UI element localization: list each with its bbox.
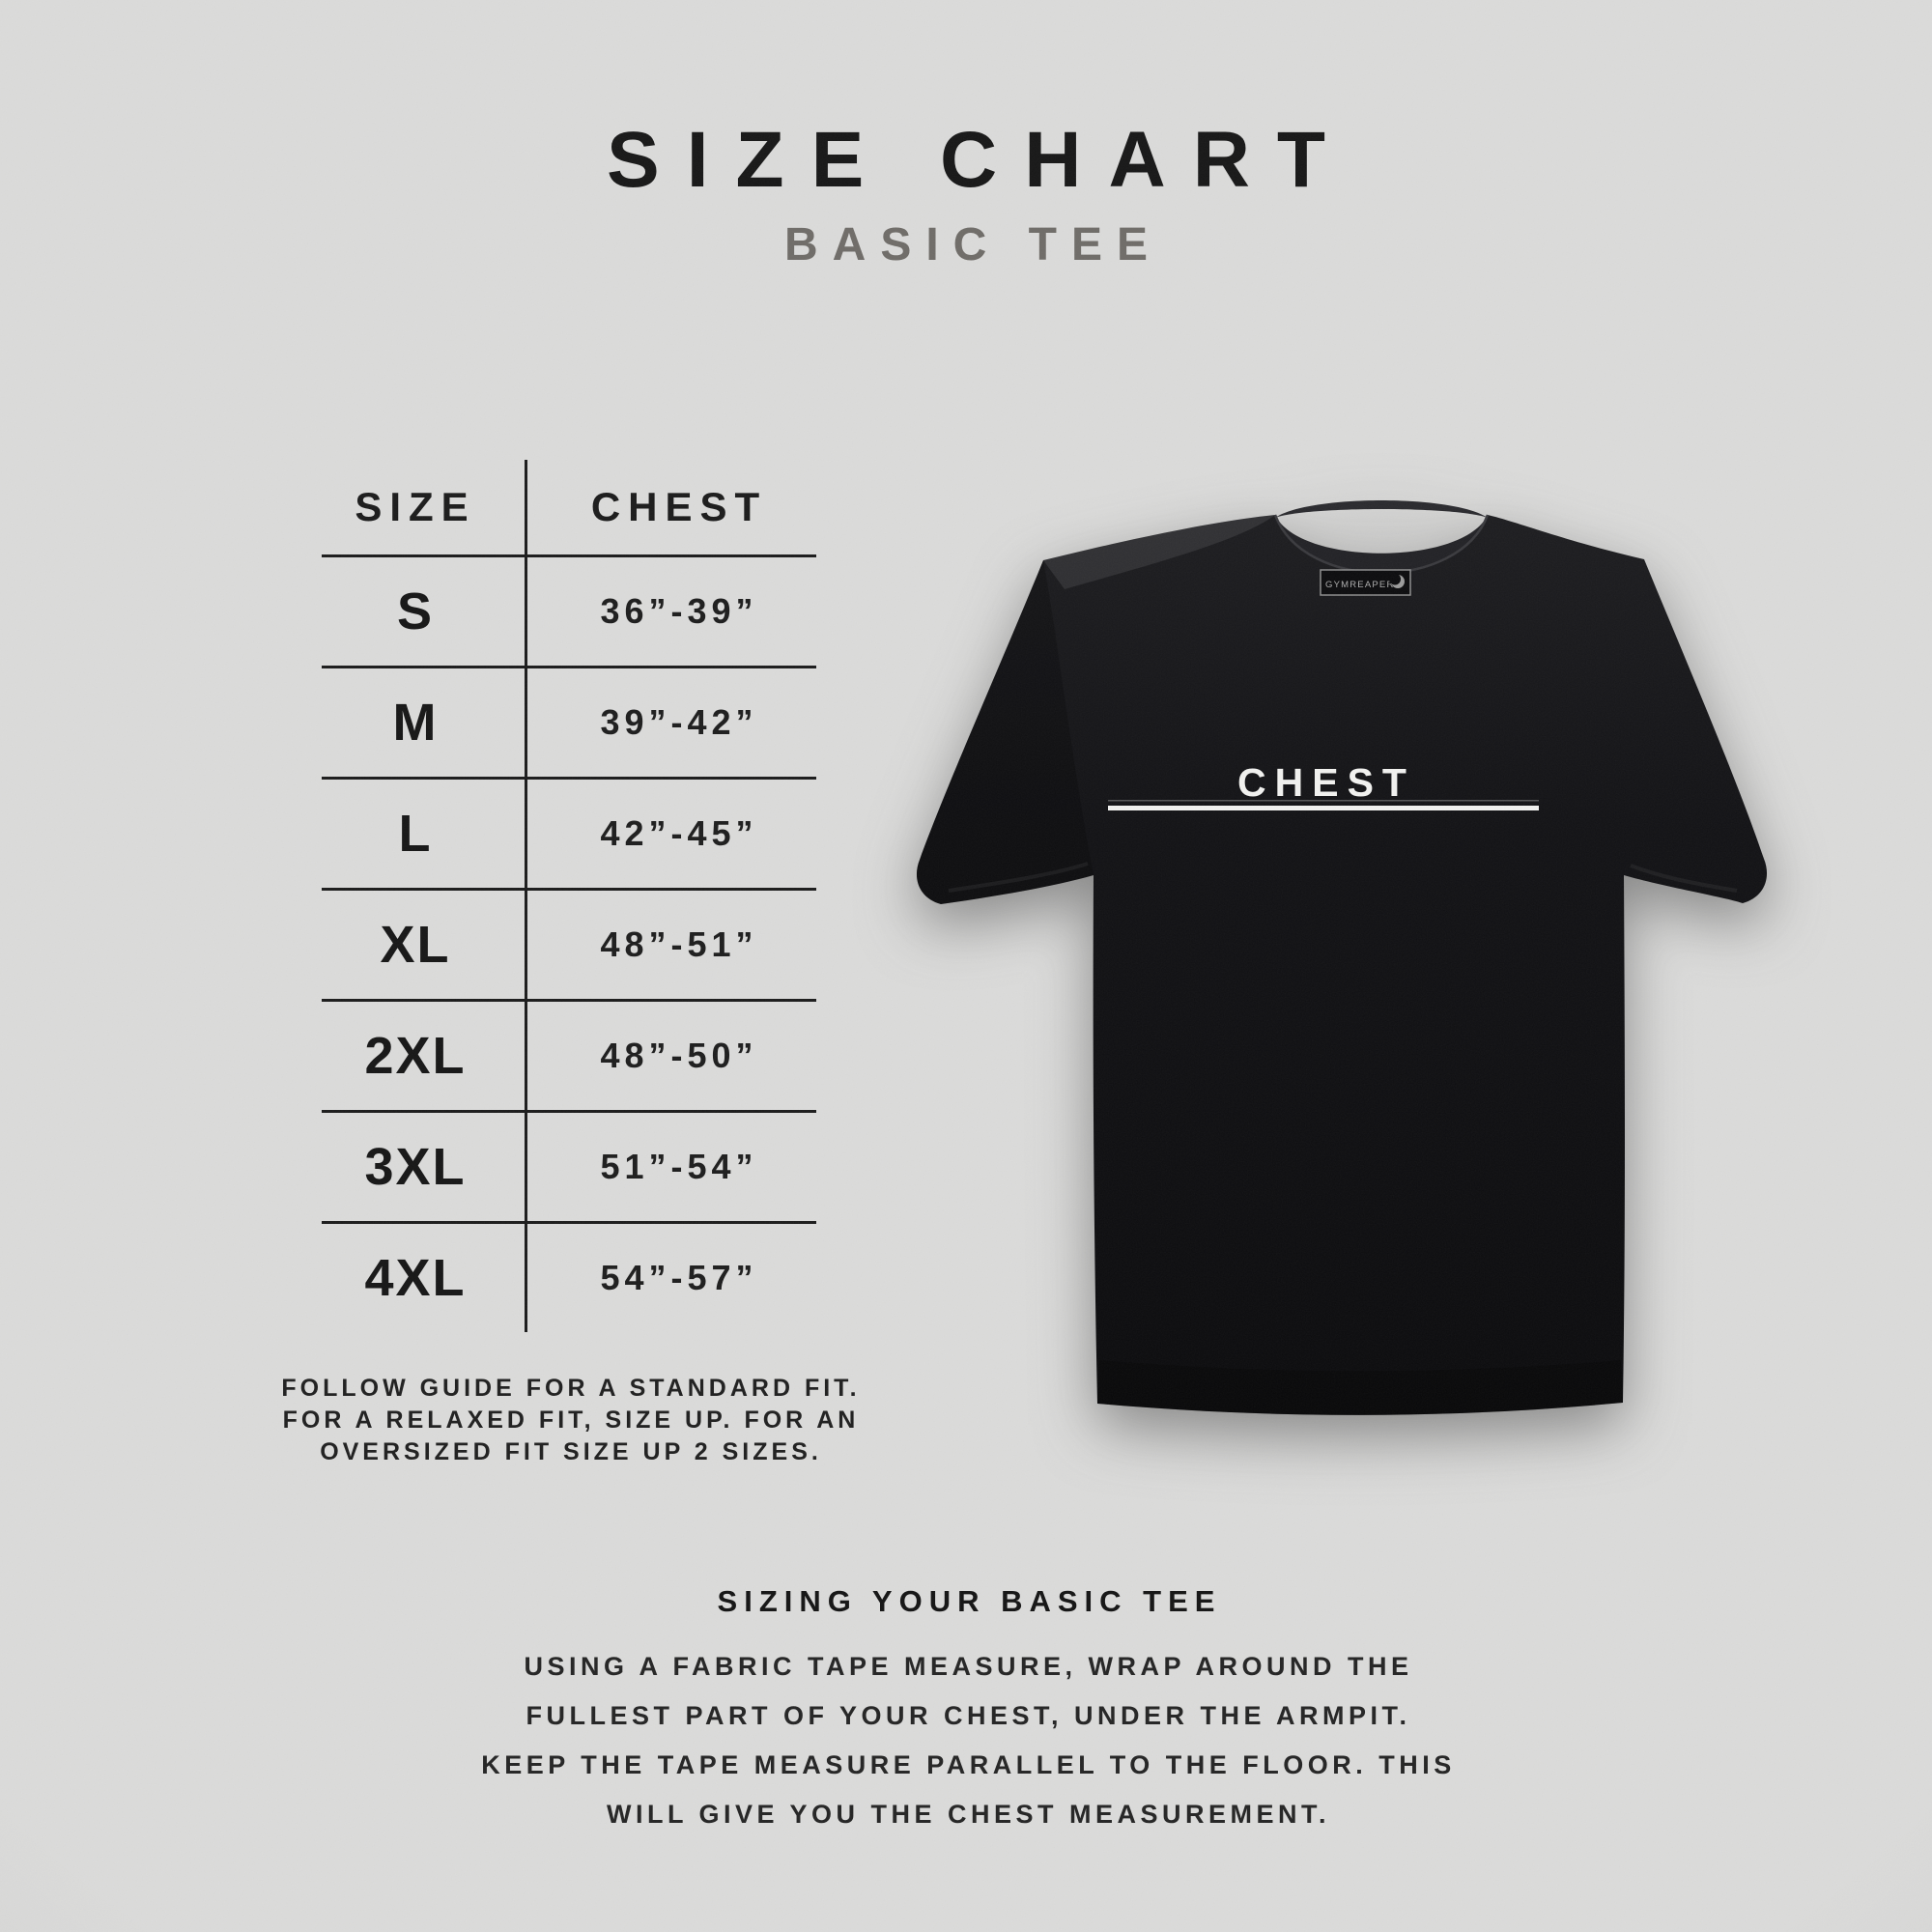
size-cell: 4XL (364, 1249, 467, 1307)
chest-cell: 48”-50” (600, 1036, 758, 1075)
tshirt-image: GYMREAPERS CHEST (916, 500, 1768, 1415)
table-row: 3XL 51”-54” (322, 1110, 816, 1221)
size-cell: L (398, 805, 433, 863)
table-column-divider (525, 460, 527, 1332)
sizing-guide-line: WILL GIVE YOU THE CHEST MEASUREMENT. (606, 1800, 1331, 1829)
size-cell: S (396, 582, 435, 640)
table-row: XL 48”-51” (322, 888, 816, 999)
chest-cell: 54”-57” (600, 1258, 758, 1297)
table-row: 4XL 54”-57” (322, 1221, 816, 1332)
page-subtitle: BASIC TEE (783, 219, 1163, 270)
chest-cell: 48”-51” (600, 924, 758, 964)
column-header-chest: CHEST (590, 484, 768, 529)
fit-note-line: OVERSIZED FIT SIZE UP 2 SIZES. (320, 1438, 822, 1465)
size-table: SIZE CHEST S 36”-39” M 39”-42” L 42”-45”… (322, 460, 816, 1332)
sizing-guide-heading: SIZING YOUR BASIC TEE (717, 1584, 1222, 1618)
neck-label: GYMREAPERS (1320, 569, 1411, 596)
chest-cell: 51”-54” (600, 1147, 758, 1186)
fit-note: FOLLOW GUIDE FOR A STANDARD FIT. FOR A R… (183, 1373, 955, 1468)
size-cell: 2XL (364, 1027, 467, 1085)
chest-cell: 39”-42” (600, 702, 758, 742)
sizing-guide-paragraph: USING A FABRIC TAPE MEASURE, WRAP AROUND… (290, 1642, 1642, 1839)
chest-measure-label: CHEST (1237, 760, 1415, 805)
sizing-guide-line: USING A FABRIC TAPE MEASURE, WRAP AROUND… (524, 1652, 1413, 1681)
sizing-guide-line: FULLEST PART OF YOUR CHEST, UNDER THE AR… (526, 1701, 1411, 1730)
table-row: S 36”-39” (322, 554, 816, 666)
column-header-size: SIZE (355, 484, 476, 529)
chest-measure-line (1108, 806, 1539, 810)
size-table-header: SIZE CHEST (322, 460, 816, 554)
chest-cell: 42”-45” (600, 813, 758, 853)
chest-cell: 36”-39” (600, 591, 758, 631)
table-row: 2XL 48”-50” (322, 999, 816, 1110)
sizing-guide-line: KEEP THE TAPE MEASURE PARALLEL TO THE FL… (481, 1750, 1456, 1779)
size-cell: M (392, 694, 439, 752)
fit-note-line: FOLLOW GUIDE FOR A STANDARD FIT. (281, 1375, 861, 1402)
page-title: SIZE CHART (607, 116, 1352, 204)
size-cell: XL (380, 916, 451, 974)
table-row: L 42”-45” (322, 777, 816, 888)
size-cell: 3XL (364, 1138, 467, 1196)
chest-measure-hairline (1108, 800, 1539, 802)
tshirt-back-collar (1275, 500, 1488, 518)
table-row: M 39”-42” (322, 666, 816, 777)
fit-note-line: FOR A RELAXED FIT, SIZE UP. FOR AN (282, 1406, 860, 1434)
